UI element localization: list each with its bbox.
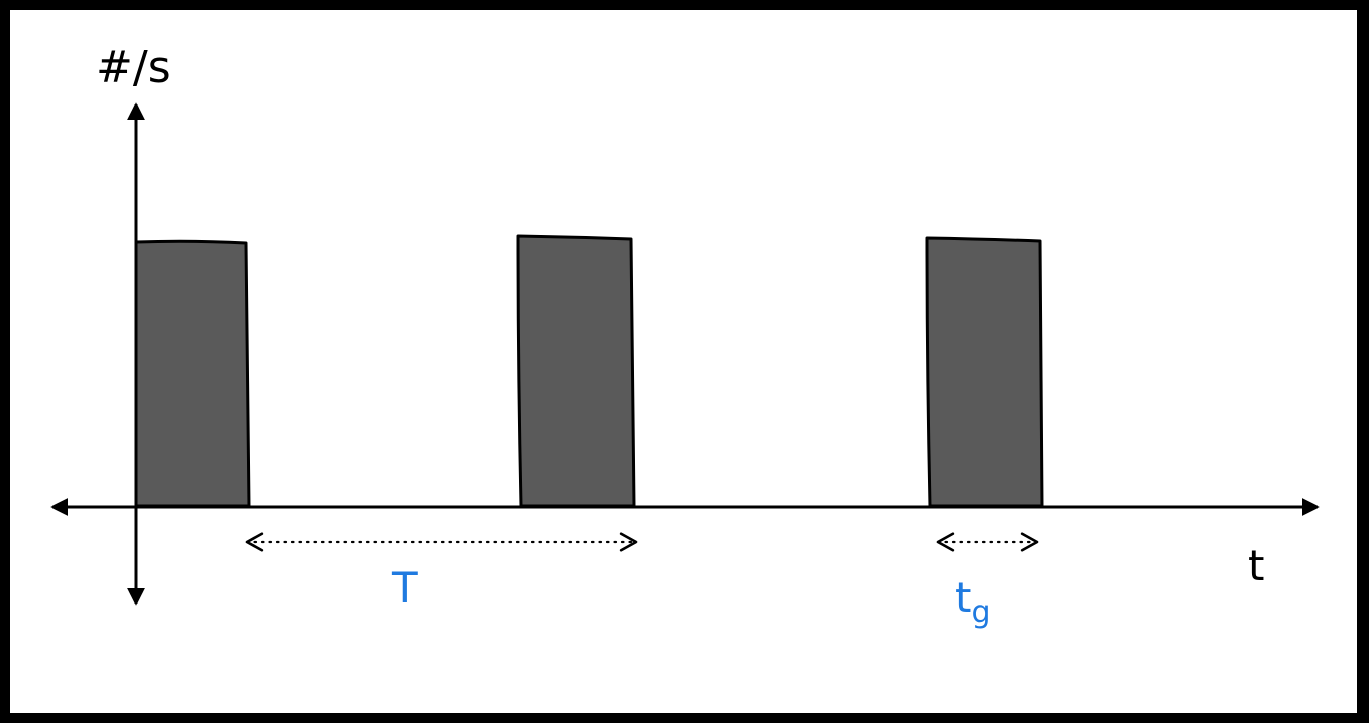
y-axis-label: #/s [96,42,171,93]
x-axis-label: t [1248,541,1264,590]
pulse-2 [516,234,636,508]
gate-label-main: t [955,573,971,622]
pulse-3 [925,236,1044,508]
pulse-1 [134,239,251,508]
gate-label-sub: g [971,595,990,630]
gate-label: tg [955,573,991,630]
period-label: T [391,563,418,612]
